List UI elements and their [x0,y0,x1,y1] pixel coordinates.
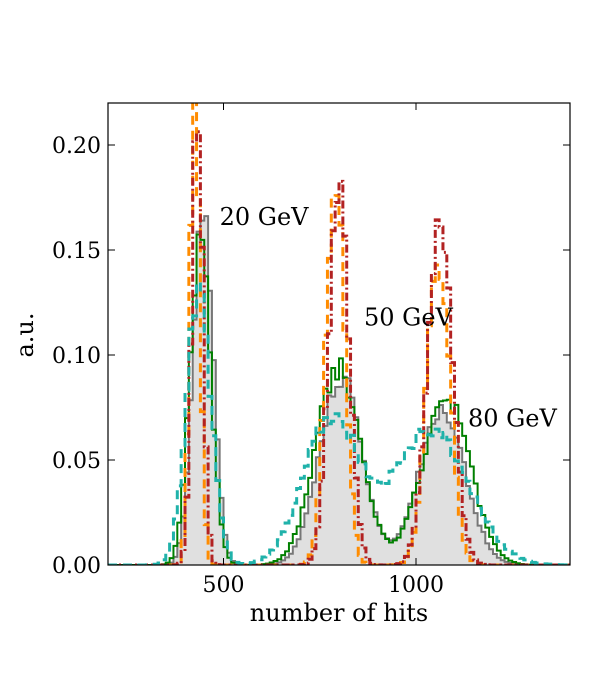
series-red [108,130,570,565]
y-tick-label: 0.15 [52,239,101,264]
x-tick-label: 500 [203,573,245,598]
y-axis-label: a.u. [11,312,39,357]
plot-frame [107,102,571,566]
series-orange [108,103,570,565]
y-tick-label: 0.00 [52,554,101,579]
y-tick-label: 0.10 [52,344,101,369]
energy-annotation: 50 GeV [364,304,454,332]
energy-annotation: 20 GeV [220,203,310,231]
y-tick-label: 0.20 [52,134,101,159]
x-axis-label: number of hits [250,599,428,627]
x-tick-label: 1000 [388,573,444,598]
y-tick-label: 0.05 [52,449,101,474]
energy-annotation: 80 GeV [468,404,558,432]
series-teal [108,280,570,565]
